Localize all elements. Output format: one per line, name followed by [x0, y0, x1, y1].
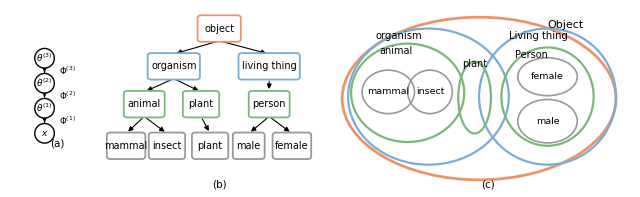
FancyBboxPatch shape: [249, 91, 290, 117]
Text: $\theta^{(1)}$: $\theta^{(1)}$: [36, 102, 53, 114]
Text: female: female: [531, 72, 564, 81]
Circle shape: [35, 124, 54, 143]
Text: person: person: [252, 99, 286, 109]
Text: $\Phi^{(3)}$: $\Phi^{(3)}$: [59, 65, 76, 77]
Circle shape: [35, 73, 54, 93]
Text: plant: plant: [462, 59, 487, 70]
Text: animal: animal: [379, 46, 412, 56]
Circle shape: [35, 48, 54, 68]
Text: Person: Person: [515, 50, 548, 60]
Text: plant: plant: [188, 99, 214, 109]
Text: mammal: mammal: [367, 87, 410, 96]
Text: insect: insect: [152, 141, 182, 151]
FancyBboxPatch shape: [124, 91, 164, 117]
FancyBboxPatch shape: [198, 15, 241, 42]
Text: insect: insect: [416, 87, 444, 96]
Text: Object: Object: [547, 20, 584, 30]
FancyBboxPatch shape: [148, 133, 185, 159]
Text: animal: animal: [127, 99, 161, 109]
Text: $\mathit{x}$: $\mathit{x}$: [41, 129, 49, 138]
Text: living thing: living thing: [242, 61, 296, 71]
Text: $\theta^{(3)}$: $\theta^{(3)}$: [36, 52, 53, 64]
Text: male: male: [536, 117, 559, 126]
Text: female: female: [275, 141, 308, 151]
FancyBboxPatch shape: [107, 133, 145, 159]
Text: (c): (c): [481, 179, 495, 189]
Text: mammal: mammal: [104, 141, 148, 151]
Text: (b): (b): [212, 179, 227, 189]
Text: organism: organism: [376, 31, 422, 41]
Circle shape: [35, 98, 54, 118]
FancyBboxPatch shape: [233, 133, 265, 159]
Text: (a): (a): [51, 138, 65, 149]
Text: Living thing: Living thing: [509, 31, 568, 41]
Text: organism: organism: [151, 61, 196, 71]
FancyBboxPatch shape: [148, 53, 200, 80]
FancyBboxPatch shape: [183, 91, 219, 117]
Text: $\theta^{(2)}$: $\theta^{(2)}$: [36, 77, 53, 89]
FancyBboxPatch shape: [273, 133, 311, 159]
Text: plant: plant: [198, 141, 223, 151]
Text: $\Phi^{(1)}$: $\Phi^{(1)}$: [59, 115, 76, 127]
Text: $\Phi^{(2)}$: $\Phi^{(2)}$: [59, 90, 76, 102]
FancyBboxPatch shape: [192, 133, 228, 159]
Text: male: male: [237, 141, 261, 151]
Text: object: object: [204, 23, 234, 33]
FancyBboxPatch shape: [239, 53, 300, 80]
